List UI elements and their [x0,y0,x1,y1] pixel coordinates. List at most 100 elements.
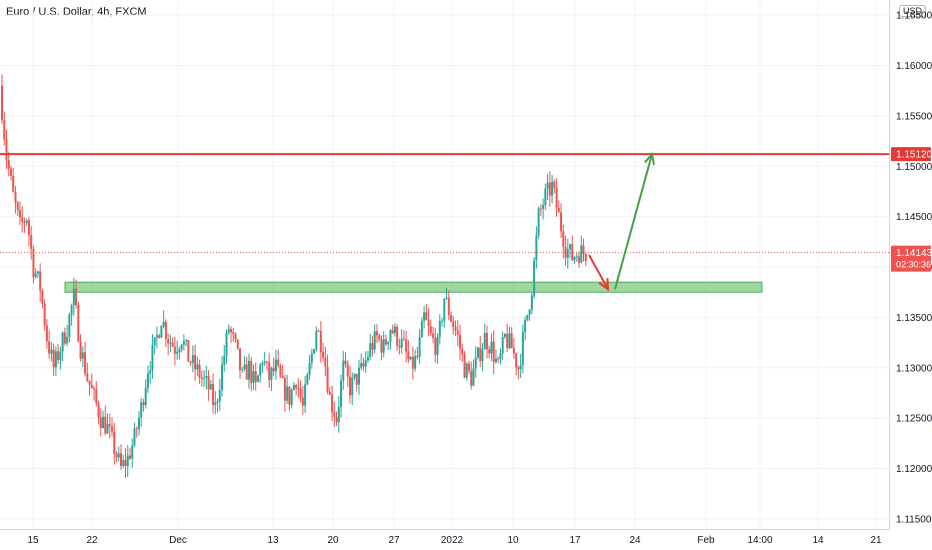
candle-body [465,363,468,378]
candle-body [299,388,302,398]
candle-body [68,314,71,337]
candle-body [375,331,378,336]
currency-button[interactable]: USD [898,5,926,17]
candle-body [39,271,42,291]
candle-body [182,341,185,345]
candle-body [488,349,491,354]
candle-body [95,389,98,404]
candle-body [79,341,82,359]
candle-body [405,339,408,352]
candle-body [261,363,264,366]
candle-body [142,402,145,406]
candle-body [180,344,183,350]
candle-body [81,352,84,359]
candle-body [111,426,114,432]
candle-body [256,375,259,382]
candle-body [270,367,273,380]
candle-body [54,351,57,368]
candle-body [272,367,275,372]
candle-body [551,181,554,196]
candle-body [418,337,421,357]
candle-body [450,314,453,322]
candles [1,74,587,479]
candle-body [515,353,518,368]
candle-body [351,377,354,396]
candle-body [510,333,513,349]
candle-body [45,325,48,342]
projection-arrows [588,151,655,292]
candle-body [230,328,233,333]
candle-body [366,356,369,361]
candle-body [508,333,511,348]
candle-body [185,340,188,342]
x-tick-label: 2022 [441,535,464,546]
candle-body [16,202,19,210]
candle-body [497,358,500,360]
candle-body [420,320,423,338]
candle-body [178,349,181,352]
candle-body [398,345,401,348]
candle-body [360,363,363,368]
candle-body [102,416,105,429]
candle-body [461,348,464,355]
candle-body [61,332,64,352]
candle-body [310,353,313,363]
price-axis: 1.165001.160001.155001.150001.145001.140… [891,11,932,525]
candle-body [133,428,136,446]
candle-body [530,295,533,310]
candle-body [499,353,502,360]
candle-body [429,326,432,334]
candle-body [389,330,392,342]
candle-body [113,431,116,454]
candle-body [445,297,448,299]
candle-body [252,371,255,383]
candle-body [66,336,69,344]
candle-body [27,220,30,236]
candle-body [371,343,374,350]
candle-body [328,392,331,395]
y-tick-label: 1.16500 [896,11,932,22]
candle-body [221,364,224,390]
candle-body [357,367,360,385]
candle-body [452,321,455,328]
y-tick-label: 1.11500 [896,514,932,525]
candle-body [194,355,197,370]
candle-body [569,244,572,250]
candle-body [254,371,257,382]
candle-body [524,319,527,333]
candle-body [160,326,163,338]
candle-body [214,402,217,405]
x-tick-label: 15 [27,535,39,546]
candle-body [472,368,475,386]
candle-body [315,330,318,350]
candle-body [575,256,578,258]
x-tick-label: 17 [569,535,581,546]
candle-body [555,187,558,208]
candle-body [209,384,212,390]
x-tick-label: 27 [388,535,400,546]
candle-body [353,373,356,378]
candle-body [203,377,206,379]
y-tick-label: 1.13000 [896,363,932,374]
candle-body [463,354,466,378]
projection-arrow-up [614,153,653,290]
candle-body [313,349,316,354]
y-tick-label: 1.16000 [896,61,932,72]
y-tick-label: 1.12500 [896,414,932,425]
support-zone [64,281,763,293]
bar-countdown-label: 02:30:36 [896,260,931,270]
candle-body [106,424,109,434]
candle-body [171,342,174,347]
candle-body [571,244,574,260]
candle-body [349,376,352,396]
x-tick-label: 13 [267,535,279,546]
candle-body [247,360,250,380]
projection-arrow-up-head [644,151,655,166]
candle-body [104,416,107,434]
current-price-label: 1.14143 [896,248,932,259]
time-axis: 15 22 Dec 13 20 27 2022 10 17 24 Feb 14:00 14 21 [27,535,882,546]
candle-body [75,288,78,306]
candle-body [18,209,21,218]
candle-body [301,397,304,406]
